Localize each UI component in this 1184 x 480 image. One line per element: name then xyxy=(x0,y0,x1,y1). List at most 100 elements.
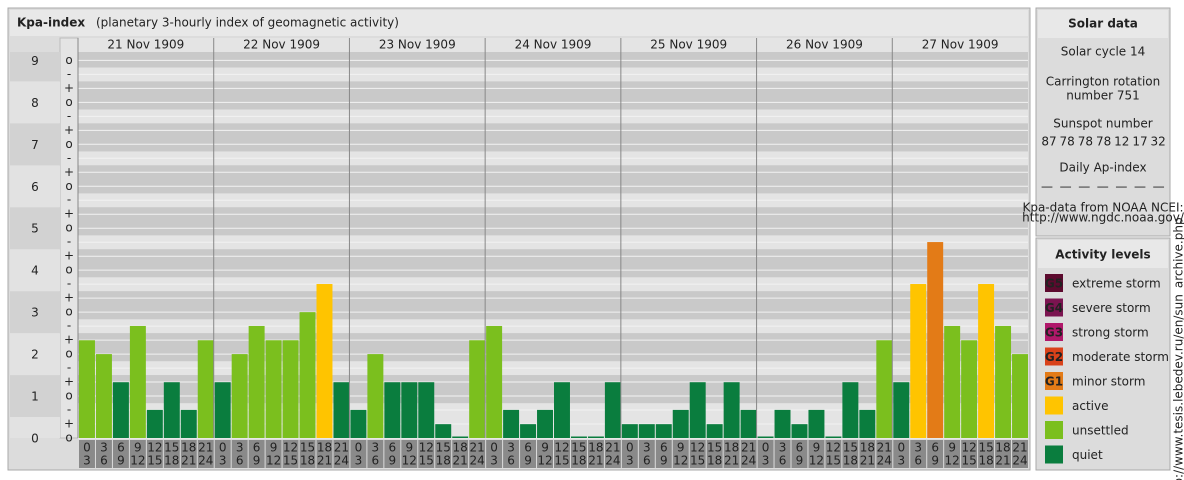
bar xyxy=(350,409,367,438)
bar xyxy=(944,325,961,438)
hour-to: 15 xyxy=(690,454,705,468)
hour-from: 6 xyxy=(389,441,397,455)
hour-from: 3 xyxy=(779,441,787,455)
hour-cell xyxy=(910,440,927,468)
hour-cell xyxy=(95,440,112,468)
ap-value: — xyxy=(1115,180,1127,194)
y-tick-label: 0 xyxy=(31,432,39,446)
hour-cell xyxy=(842,440,859,468)
sub-tick-label: o xyxy=(65,53,72,67)
hour-to: 24 xyxy=(470,454,485,468)
hour-cell xyxy=(537,440,553,468)
hour-from: 3 xyxy=(643,441,651,455)
day-label: 25 Nov 1909 xyxy=(650,38,727,52)
bar xyxy=(231,354,248,438)
bar xyxy=(265,340,282,438)
bar xyxy=(129,325,146,438)
bar xyxy=(299,312,316,438)
hour-from: 0 xyxy=(490,441,498,455)
hour-cell xyxy=(146,440,163,468)
hour-from: 18 xyxy=(724,441,739,455)
hour-cell xyxy=(791,440,808,468)
hour-to: 15 xyxy=(826,454,841,468)
hour-from: 18 xyxy=(181,441,196,455)
hour-to: 24 xyxy=(741,454,756,468)
carrington: Carrington rotation xyxy=(1046,75,1160,89)
hour-from: 6 xyxy=(253,441,261,455)
hour-from: 21 xyxy=(334,441,349,455)
level-band xyxy=(78,207,1028,236)
hour-to: 3 xyxy=(355,454,363,468)
hour-cell xyxy=(503,440,520,468)
bar xyxy=(214,382,231,438)
sub-tick-label: + xyxy=(64,123,74,137)
hour-from: 18 xyxy=(453,441,468,455)
y-tick-label: 6 xyxy=(31,180,39,194)
bar xyxy=(740,409,757,438)
hour-from: 18 xyxy=(995,441,1010,455)
bar xyxy=(503,409,520,438)
bar xyxy=(95,354,112,438)
sub-tick-label: - xyxy=(67,151,71,165)
hour-from: 12 xyxy=(419,441,434,455)
hour-to: 6 xyxy=(779,454,787,468)
hour-cell xyxy=(621,440,638,468)
hour-from: 9 xyxy=(134,441,142,455)
hour-from: 0 xyxy=(897,441,905,455)
day-label: 27 Nov 1909 xyxy=(922,38,999,52)
y-tick-label: 3 xyxy=(31,306,39,320)
hour-from: 6 xyxy=(117,441,125,455)
level-band xyxy=(78,123,1028,152)
hour-to: 9 xyxy=(117,454,125,468)
hour-to: 15 xyxy=(961,454,976,468)
hour-cell xyxy=(859,440,876,468)
hour-to: 24 xyxy=(1012,454,1027,468)
level-label: moderate storm xyxy=(1072,350,1169,364)
hour-to: 3 xyxy=(219,454,227,468)
hour-to: 18 xyxy=(571,454,586,468)
hour-cell xyxy=(520,440,537,468)
bar xyxy=(655,424,672,438)
hour-cell xyxy=(367,440,384,468)
sub-tick-label: o xyxy=(65,221,72,235)
hour-cell xyxy=(808,440,825,468)
activity-title: Activity levels xyxy=(1055,248,1150,262)
source: Kpa-data from NOAA NCEI: xyxy=(1022,201,1183,215)
hour-to: 18 xyxy=(300,454,315,468)
level-label: minor storm xyxy=(1072,375,1145,389)
hour-from: 6 xyxy=(796,441,804,455)
hour-cell xyxy=(740,440,757,468)
level-badge: G2 xyxy=(1045,350,1063,364)
sunspot-value: 78 xyxy=(1078,135,1093,149)
y-tick-label: 2 xyxy=(31,348,39,362)
level-swatch xyxy=(1045,274,1063,292)
hour-from: 21 xyxy=(877,441,892,455)
level-badge: G4 xyxy=(1045,301,1063,315)
ap-value: — xyxy=(1078,180,1090,194)
hour-from: 15 xyxy=(164,441,179,455)
level-band xyxy=(78,249,1028,278)
hour-from: 12 xyxy=(283,441,298,455)
sub-tick-label: o xyxy=(65,347,72,361)
hour-to: 6 xyxy=(914,454,922,468)
ap-title: Daily Ap-index xyxy=(1059,161,1146,175)
hour-cell xyxy=(486,440,503,468)
level-swatch xyxy=(1045,323,1063,341)
title-bar xyxy=(10,10,1028,36)
hour-from: 21 xyxy=(198,441,213,455)
bar xyxy=(486,325,503,438)
sub-tick-label: - xyxy=(67,193,71,207)
level-band xyxy=(78,81,1028,110)
level-cell xyxy=(10,52,60,82)
hour-to: 12 xyxy=(130,454,145,468)
bar xyxy=(774,409,791,438)
level-label: active xyxy=(1072,399,1108,413)
sub-tick-label: - xyxy=(67,403,71,417)
level-band xyxy=(78,52,1028,68)
hour-cell xyxy=(282,440,299,468)
hour-from: 0 xyxy=(219,441,227,455)
hour-cell xyxy=(163,440,180,468)
bar xyxy=(367,354,384,438)
hour-to: 12 xyxy=(402,454,417,468)
hour-from: 3 xyxy=(372,441,380,455)
